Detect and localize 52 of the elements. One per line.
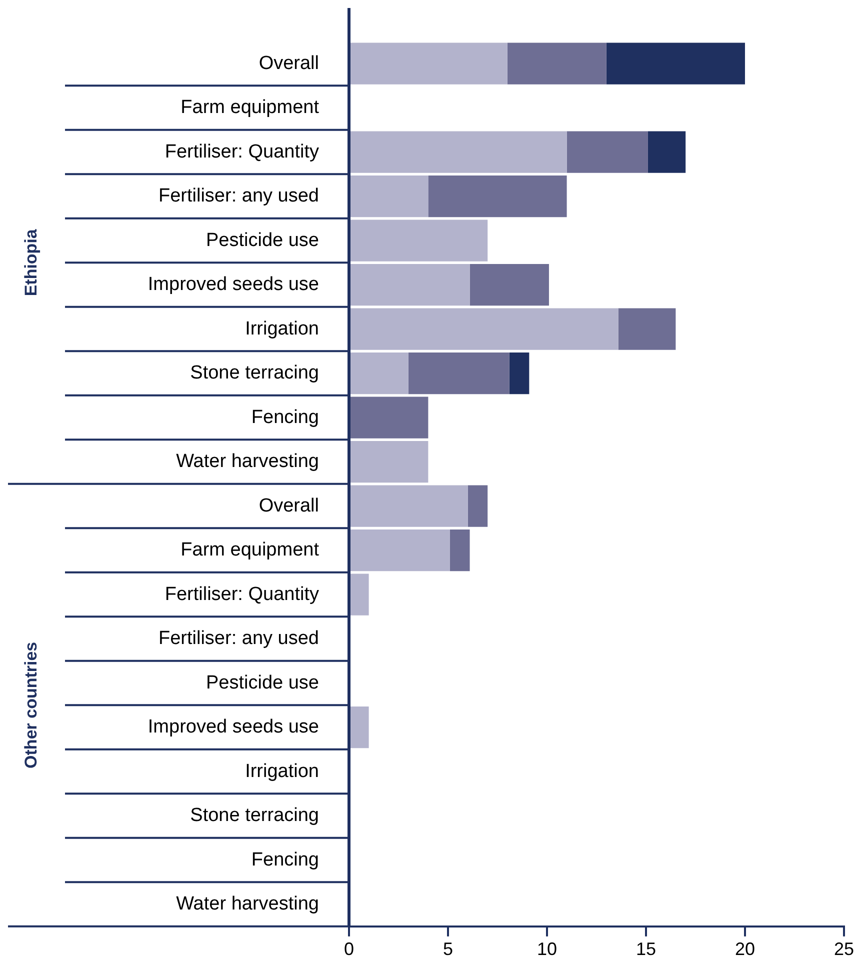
x-tick-label: 20 [734,939,756,960]
y-tick-label: Improved seeds use [148,716,319,738]
bar [350,42,508,84]
bar [618,308,676,350]
y-tick-label: Stone terracing [190,362,319,384]
y-tick-label: Improved seeds use [148,274,319,296]
y-tick-label: Water harvesting [176,894,319,915]
y-tick-label: Farm equipment [180,540,320,561]
bar [350,706,369,748]
bar [350,131,567,173]
bar [648,131,686,173]
y-tick-label: Overall [258,52,319,74]
y-tick-label: Stone terracing [190,805,319,826]
y-tick-label: Pesticide use [206,672,319,694]
bar [408,352,510,394]
bar [509,352,530,394]
text: Other countries [22,642,41,768]
y-tick-label: Irrigation [245,760,319,782]
bar [507,42,606,84]
bar [350,574,369,616]
x-tick-label: 10 [536,939,558,960]
bar [350,308,618,350]
bar [606,42,745,84]
y-tick-label: Water harvesting [176,451,319,472]
bar [350,440,428,483]
y-tick-label: Fencing [251,849,319,870]
y-tick-label: Pesticide use [206,230,319,251]
x-tick-label: 0 [344,939,354,960]
x-tick-label: 5 [442,939,454,960]
bar [350,396,428,438]
y-tick-label: Fertiliser: any used [158,628,319,650]
y-tick-label: Fencing [251,406,319,428]
y-tick-label: Irrigation [245,318,319,340]
x-tick-label: 15 [636,939,656,960]
text: Ethiopia [22,228,41,296]
y-tick-label: Overall [258,495,319,516]
x-tick-label: 25 [834,939,854,960]
bar [468,485,488,527]
bar [428,175,567,218]
bar [350,529,450,572]
bar [566,131,648,173]
bar [350,352,408,394]
y-tick-label: Fertiliser: Quantity [164,141,320,162]
bar [350,175,428,218]
bar [350,220,488,262]
bar [470,264,549,306]
y-tick-label: Fertiliser: any used [158,186,319,207]
bar [450,529,470,572]
y-tick-label: Farm equipment [180,97,320,118]
bar [350,485,468,527]
y-tick-label: Fertiliser: Quantity [164,584,320,605]
bar [350,264,470,306]
